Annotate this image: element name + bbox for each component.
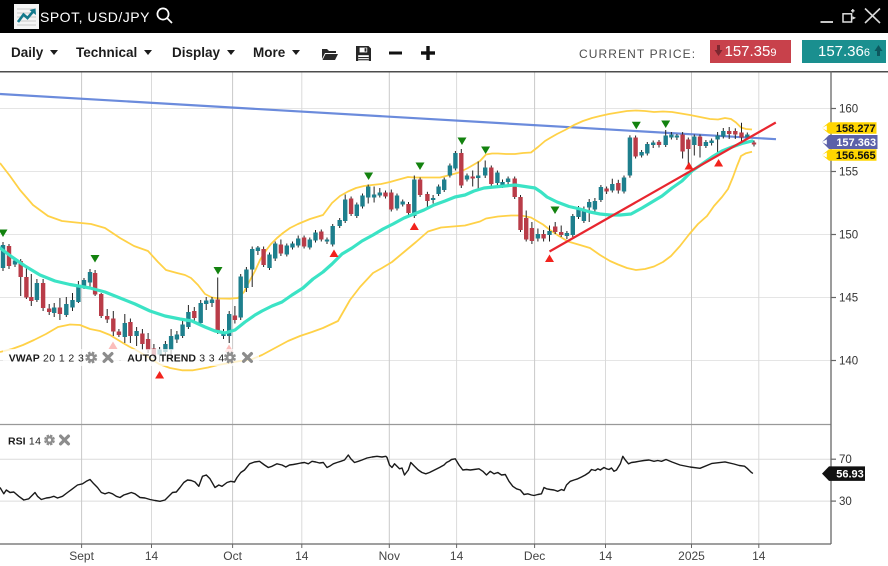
svg-text:14: 14 — [450, 549, 464, 563]
svg-text:145: 145 — [839, 293, 858, 305]
svg-text:2025: 2025 — [678, 549, 705, 563]
svg-text:14: 14 — [599, 549, 613, 563]
svg-text:14: 14 — [752, 549, 766, 563]
svg-text:156.565: 156.565 — [836, 150, 876, 162]
svg-text:56.93: 56.93 — [836, 469, 864, 481]
svg-text:150: 150 — [839, 230, 858, 242]
svg-text:157.363: 157.363 — [836, 137, 876, 149]
svg-text:Dec: Dec — [524, 549, 545, 563]
svg-text:Oct: Oct — [223, 549, 242, 563]
svg-text:30: 30 — [839, 496, 852, 508]
svg-text:AUTO TREND 3 3 4: AUTO TREND 3 3 4 — [127, 353, 224, 365]
svg-text:158.277: 158.277 — [836, 123, 876, 135]
svg-text:Nov: Nov — [379, 549, 400, 563]
svg-text:70: 70 — [839, 454, 852, 466]
svg-text:VWAP 20 1 2 3: VWAP 20 1 2 3 — [9, 353, 84, 365]
svg-text:160: 160 — [839, 104, 858, 116]
svg-text:14: 14 — [295, 549, 309, 563]
svg-text:RSI 14: RSI 14 — [8, 436, 41, 448]
svg-text:140: 140 — [839, 356, 858, 368]
svg-text:155: 155 — [839, 167, 858, 179]
svg-text:Sept: Sept — [69, 549, 94, 563]
svg-text:14: 14 — [145, 549, 159, 563]
